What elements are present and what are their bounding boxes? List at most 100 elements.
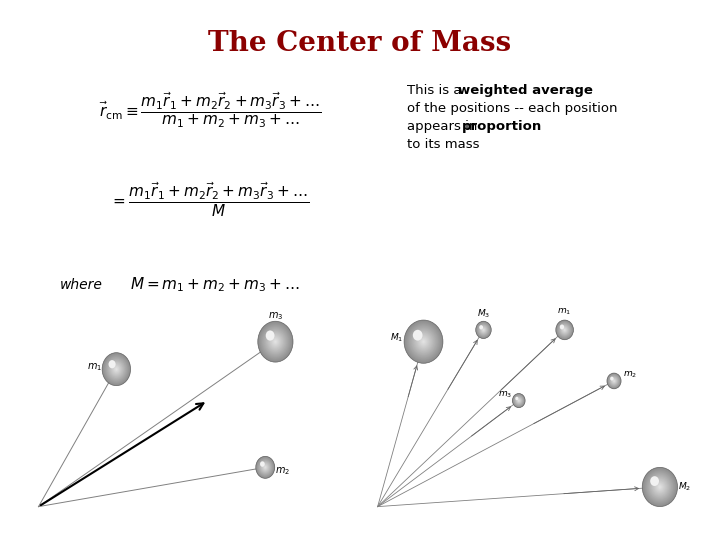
Circle shape bbox=[413, 330, 433, 353]
Circle shape bbox=[480, 326, 487, 334]
Circle shape bbox=[258, 458, 273, 476]
Circle shape bbox=[563, 328, 566, 332]
Circle shape bbox=[114, 367, 118, 371]
Circle shape bbox=[113, 366, 120, 373]
Circle shape bbox=[266, 330, 285, 353]
Circle shape bbox=[612, 379, 616, 383]
Circle shape bbox=[261, 463, 269, 472]
Circle shape bbox=[482, 329, 485, 331]
Circle shape bbox=[265, 329, 286, 354]
Circle shape bbox=[261, 463, 269, 471]
Circle shape bbox=[516, 397, 522, 404]
Circle shape bbox=[110, 362, 122, 376]
Circle shape bbox=[114, 367, 119, 372]
Circle shape bbox=[561, 326, 568, 334]
Circle shape bbox=[645, 470, 675, 504]
Text: $m_2$: $m_2$ bbox=[274, 465, 289, 477]
Circle shape bbox=[654, 480, 666, 494]
Circle shape bbox=[513, 395, 524, 407]
Circle shape bbox=[107, 357, 126, 381]
Circle shape bbox=[657, 484, 662, 490]
Circle shape bbox=[415, 333, 432, 351]
Circle shape bbox=[513, 394, 525, 407]
Circle shape bbox=[422, 340, 426, 344]
Circle shape bbox=[261, 463, 269, 472]
Circle shape bbox=[262, 464, 269, 471]
Circle shape bbox=[482, 328, 485, 332]
Circle shape bbox=[483, 329, 484, 330]
Circle shape bbox=[405, 321, 442, 363]
Circle shape bbox=[518, 400, 520, 402]
Circle shape bbox=[652, 478, 667, 495]
Text: $m_2$: $m_2$ bbox=[623, 370, 637, 380]
Circle shape bbox=[609, 376, 618, 386]
Circle shape bbox=[558, 322, 572, 338]
Circle shape bbox=[515, 396, 523, 405]
Circle shape bbox=[274, 340, 277, 344]
Circle shape bbox=[106, 357, 127, 382]
Circle shape bbox=[418, 335, 429, 348]
Circle shape bbox=[272, 338, 279, 345]
Circle shape bbox=[557, 321, 573, 339]
Circle shape bbox=[261, 325, 290, 359]
Circle shape bbox=[516, 398, 521, 403]
Circle shape bbox=[268, 333, 283, 350]
Circle shape bbox=[611, 378, 616, 384]
Circle shape bbox=[557, 322, 572, 338]
Circle shape bbox=[559, 323, 571, 337]
Circle shape bbox=[513, 394, 525, 407]
Circle shape bbox=[611, 377, 617, 384]
Circle shape bbox=[649, 475, 670, 499]
Circle shape bbox=[480, 326, 487, 334]
Circle shape bbox=[564, 329, 565, 330]
Circle shape bbox=[418, 336, 429, 348]
Circle shape bbox=[561, 326, 568, 334]
Circle shape bbox=[109, 360, 124, 378]
Circle shape bbox=[264, 465, 267, 470]
Circle shape bbox=[480, 327, 487, 333]
Circle shape bbox=[562, 327, 567, 333]
Circle shape bbox=[559, 324, 570, 336]
Circle shape bbox=[423, 341, 425, 343]
Circle shape bbox=[612, 379, 616, 383]
Circle shape bbox=[564, 329, 565, 330]
Circle shape bbox=[258, 460, 272, 475]
Circle shape bbox=[477, 323, 490, 336]
Circle shape bbox=[642, 467, 678, 507]
Circle shape bbox=[107, 358, 126, 380]
Circle shape bbox=[557, 321, 573, 339]
Circle shape bbox=[657, 483, 663, 490]
Circle shape bbox=[105, 356, 127, 382]
Circle shape bbox=[261, 462, 270, 473]
Circle shape bbox=[271, 337, 279, 346]
Circle shape bbox=[564, 329, 565, 331]
Circle shape bbox=[646, 471, 674, 503]
Circle shape bbox=[559, 324, 570, 336]
Circle shape bbox=[609, 375, 619, 387]
Circle shape bbox=[259, 323, 292, 361]
Circle shape bbox=[478, 323, 489, 336]
Circle shape bbox=[257, 458, 274, 477]
Circle shape bbox=[256, 457, 274, 477]
Circle shape bbox=[271, 336, 280, 347]
Circle shape bbox=[562, 327, 567, 333]
Circle shape bbox=[644, 469, 676, 505]
Circle shape bbox=[611, 377, 617, 384]
Circle shape bbox=[476, 321, 491, 339]
Circle shape bbox=[273, 339, 278, 344]
Circle shape bbox=[514, 396, 523, 406]
Circle shape bbox=[608, 374, 620, 388]
Circle shape bbox=[514, 395, 523, 406]
Circle shape bbox=[269, 334, 282, 349]
Circle shape bbox=[516, 398, 521, 403]
Circle shape bbox=[477, 322, 490, 338]
Circle shape bbox=[645, 471, 675, 503]
Circle shape bbox=[482, 329, 485, 331]
Circle shape bbox=[513, 395, 524, 407]
Circle shape bbox=[258, 459, 272, 476]
Circle shape bbox=[260, 462, 270, 473]
Circle shape bbox=[258, 321, 293, 362]
Circle shape bbox=[608, 375, 619, 387]
Circle shape bbox=[115, 368, 118, 371]
Circle shape bbox=[659, 485, 661, 489]
